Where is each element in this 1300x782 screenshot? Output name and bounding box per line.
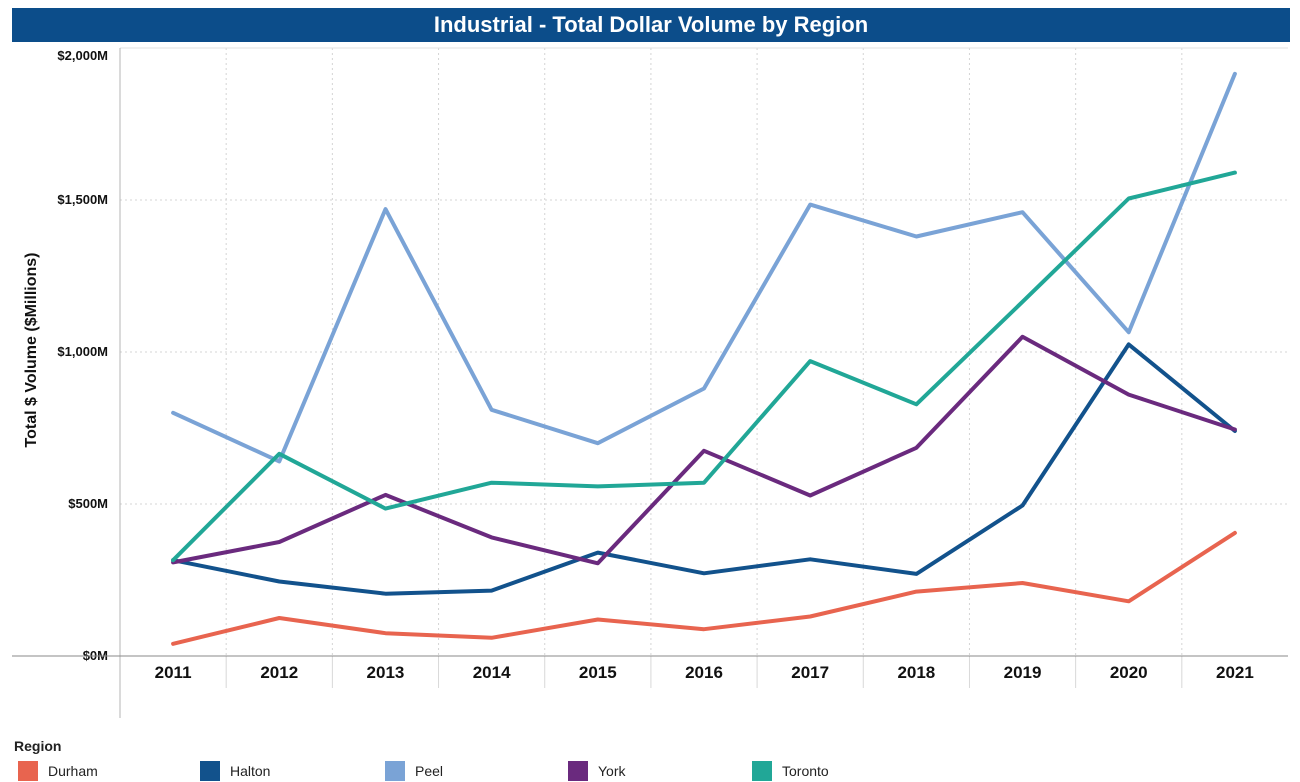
x-tick-label: 2014 xyxy=(473,663,511,682)
legend-swatch xyxy=(18,761,38,781)
chart-title: Industrial - Total Dollar Volume by Regi… xyxy=(12,8,1290,42)
x-tick-label: 2011 xyxy=(155,663,192,682)
y-tick-label: $2,000M xyxy=(57,48,108,63)
legend-item-halton: Halton xyxy=(200,760,270,782)
legend-item-peel: Peel xyxy=(385,760,443,782)
x-tick-label: 2018 xyxy=(897,663,935,682)
x-tick-label: 2013 xyxy=(367,663,405,682)
legend-item-york: York xyxy=(568,760,626,782)
legend-title: Region xyxy=(14,738,62,754)
legend-swatch xyxy=(568,761,588,781)
x-tick-label: 2021 xyxy=(1216,663,1254,682)
grid-layer xyxy=(120,47,1288,688)
series-line-peel xyxy=(171,71,1237,464)
legend-swatch xyxy=(752,761,772,781)
legend-swatch xyxy=(200,761,220,781)
y-axis-label: Total $ Volume ($Millions) xyxy=(23,253,40,448)
x-tick-label: 2020 xyxy=(1110,663,1148,682)
x-tick-label: 2019 xyxy=(1004,663,1042,682)
y-tick-label: $500M xyxy=(68,496,108,511)
x-tick-label: 2015 xyxy=(579,663,617,682)
legend-label: York xyxy=(598,763,626,779)
x-tick-label: 2012 xyxy=(260,663,298,682)
series-line-durham xyxy=(171,530,1237,646)
legend-item-toronto: Toronto xyxy=(752,760,829,782)
legend-label: Durham xyxy=(48,763,98,779)
legend-label: Halton xyxy=(230,763,271,779)
legend-swatch xyxy=(385,761,405,781)
y-tick-label: $1,500M xyxy=(57,192,108,207)
x-tick-label: 2016 xyxy=(685,663,723,682)
series-line-toronto xyxy=(171,170,1237,563)
x-tick-label: 2017 xyxy=(791,663,829,682)
series-layer xyxy=(171,71,1237,646)
series-line-york xyxy=(171,334,1237,566)
series-line-halton xyxy=(171,342,1237,596)
legend-label: Peel xyxy=(415,763,444,779)
legend-item-durham: Durham xyxy=(18,760,98,782)
legend-label: Toronto xyxy=(782,763,829,779)
y-tick-label: $1,000M xyxy=(57,344,108,359)
